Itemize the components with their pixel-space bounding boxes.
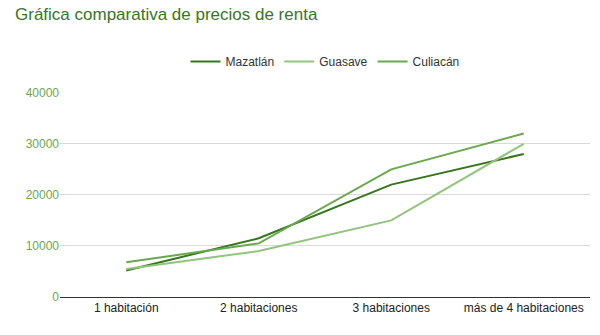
svg-text:20000: 20000 (26, 188, 60, 202)
svg-text:Gráfica comparativa de precios: Gráfica comparativa de precios de renta (15, 5, 318, 24)
svg-text:0: 0 (52, 290, 59, 304)
svg-text:30000: 30000 (26, 137, 60, 151)
svg-text:3 habitaciones: 3 habitaciones (353, 301, 430, 315)
svg-text:1 habitación: 1 habitación (94, 301, 159, 315)
svg-text:Mazatlán: Mazatlán (226, 55, 275, 69)
svg-text:10000: 10000 (26, 239, 60, 253)
svg-text:más de 4 habitaciones: más de 4 habitaciones (464, 301, 584, 315)
svg-text:2 habitaciones: 2 habitaciones (220, 301, 297, 315)
svg-text:40000: 40000 (26, 86, 60, 100)
svg-text:Guasave: Guasave (319, 55, 367, 69)
svg-text:Culiacán: Culiacán (413, 55, 460, 69)
